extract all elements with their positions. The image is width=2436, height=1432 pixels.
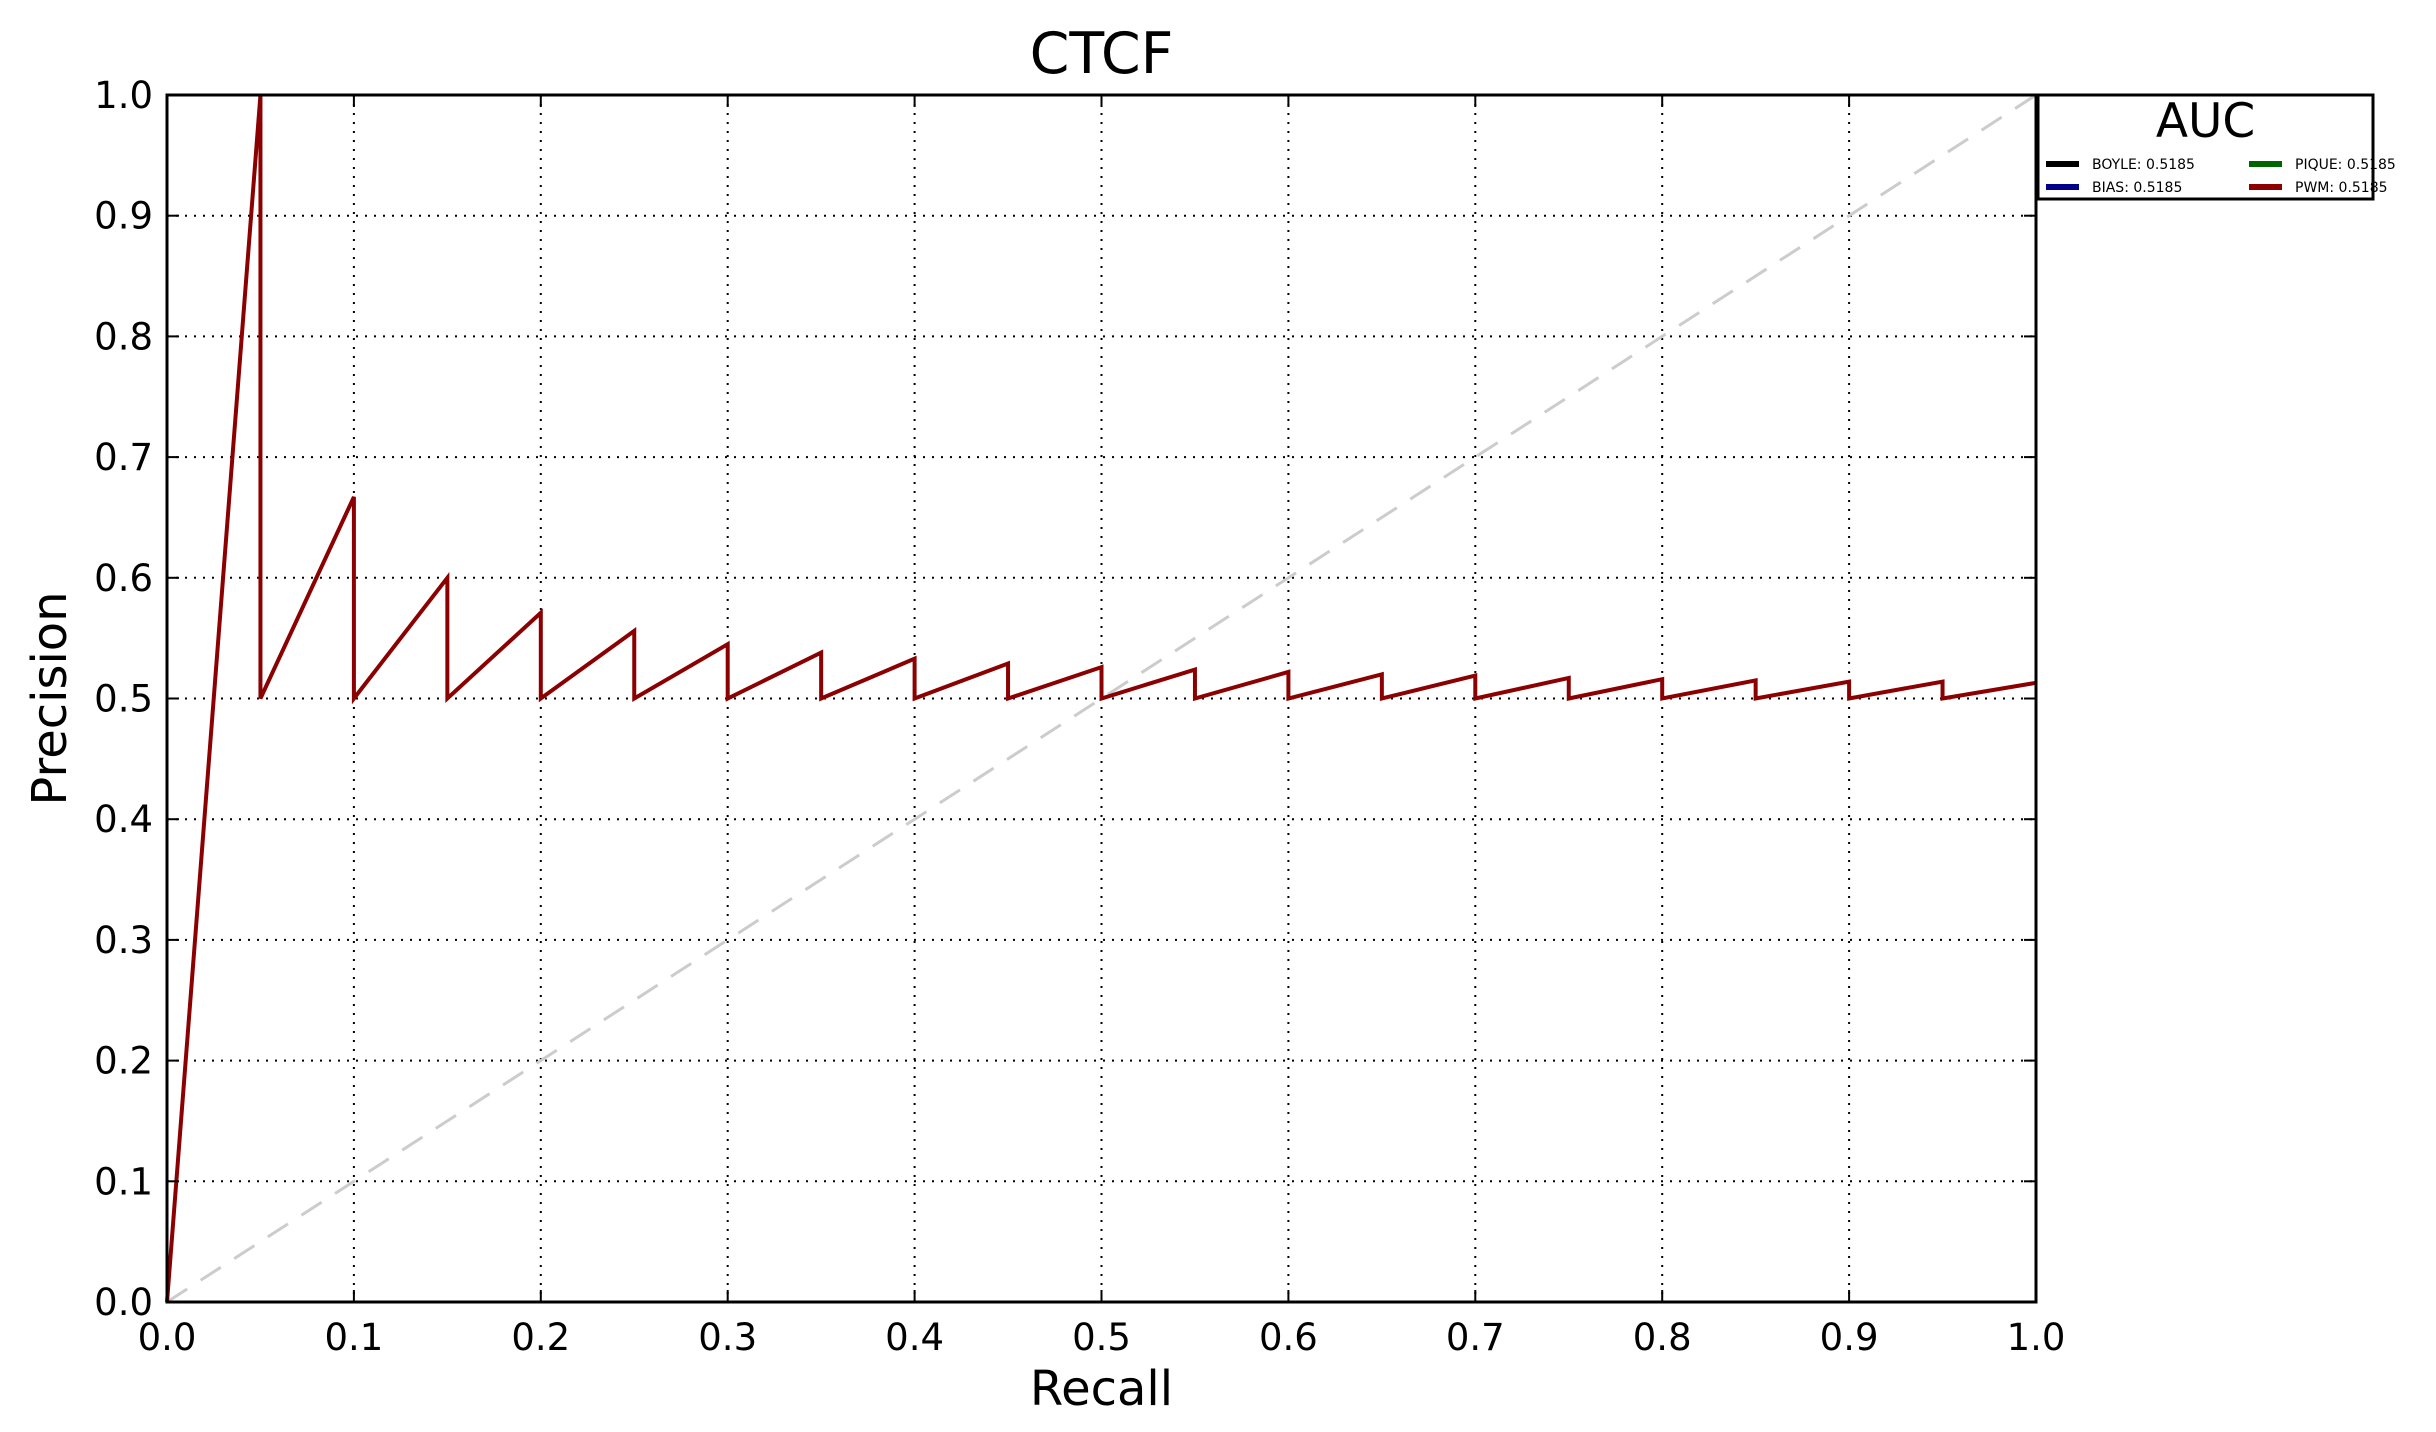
chart-title: CTCF: [1030, 21, 1174, 87]
y-axis-title: Precision: [22, 591, 78, 805]
x-tick-label: 0.6: [1259, 1316, 1318, 1359]
series-layer: [165, 94, 2037, 1303]
y-tick-label: 0.2: [94, 1040, 153, 1083]
y-tick-label: 0.3: [94, 919, 153, 962]
y-tick-labels: 0.0 0.1 0.2 0.3 0.4 0.5 0.6 0.7 0.8 0.9 1.0: [94, 74, 153, 1324]
legend-title: AUC: [2156, 94, 2255, 149]
x-tick-label: 0.2: [511, 1316, 570, 1359]
series-line-pwm: [165, 94, 2037, 1303]
tick-marks: [166, 94, 2037, 1303]
y-tick-label: 0.0: [94, 1281, 153, 1324]
y-tick-label: 0.7: [94, 436, 153, 479]
x-tick-label: 0.7: [1446, 1316, 1505, 1359]
x-tick-label: 1.0: [2007, 1316, 2066, 1359]
y-tick-label: 0.9: [94, 195, 153, 238]
x-tick-label: 0.1: [324, 1316, 383, 1359]
legend-entry-label: BIAS: 0.5185: [2092, 180, 2182, 196]
reference-diagonal-layer: [166, 93, 2037, 1304]
y-tick-label: 0.6: [94, 557, 153, 600]
legend-entry-label: BOYLE: 0.5185: [2092, 157, 2195, 173]
x-tick-label: 0.3: [698, 1316, 757, 1359]
y-tick-label: 1.0: [94, 74, 153, 117]
legend-entry-label: PIQUE: 0.5185: [2295, 157, 2396, 173]
y-tick-label: 0.5: [94, 678, 153, 721]
x-axis-title: Recall: [1030, 1361, 1173, 1417]
x-tick-label: 0.0: [138, 1316, 197, 1359]
x-tick-label: 0.8: [1633, 1316, 1692, 1359]
y-tick-label: 0.8: [94, 315, 153, 358]
legend-entries: BOYLE: 0.5185 PIQUE: 0.5185 BIAS: 0.5185 PW…: [2046, 157, 2396, 196]
y-tick-label: 0.4: [94, 798, 153, 841]
legend-entry-label: PWM: 0.5185: [2295, 180, 2388, 196]
x-tick-label: 0.5: [1072, 1316, 1131, 1359]
legend: AUC BOYLE: 0.5185 PIQUE: 0.5185 BIAS: 0.51…: [2036, 93, 2396, 201]
y-tick-label: 0.1: [94, 1160, 153, 1203]
legend-box: [2036, 93, 2375, 201]
x-tick-labels: 0.0 0.1 0.2 0.3 0.4 0.5 0.6 0.7 0.8 0.9 1.0: [138, 1316, 2066, 1359]
x-tick-label: 0.9: [1820, 1316, 1879, 1359]
reference-diagonal-line: [166, 93, 2037, 1304]
x-tick-label: 0.4: [885, 1316, 944, 1359]
